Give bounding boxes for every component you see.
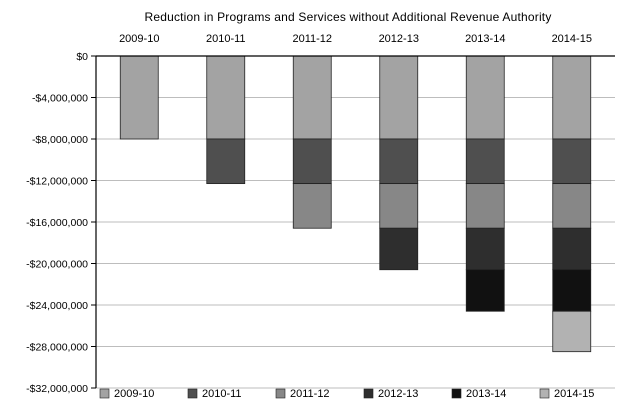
legend-swatch bbox=[363, 388, 374, 399]
category-labels: 2009-10 2010-11 2011-12 2012-13 2013-14 2014-… bbox=[119, 33, 592, 45]
bar-segment-2012-13-in-2012-13 bbox=[379, 227, 419, 271]
legend-label: 2011-12 bbox=[290, 388, 330, 400]
category-label: 2012-13 bbox=[379, 33, 419, 45]
legend-label: 2010-11 bbox=[202, 388, 242, 400]
gridlines bbox=[96, 97, 615, 389]
category-label: 2010-11 bbox=[206, 33, 246, 45]
legend-swatch bbox=[275, 388, 286, 399]
bar-segment-2010-11-in-2010-11 bbox=[206, 138, 246, 185]
category-label: 2013-14 bbox=[465, 33, 505, 45]
bar-segment-2013-14-in-2014-15 bbox=[552, 269, 592, 312]
bar-segment-2010-11-in-2012-13 bbox=[379, 138, 419, 185]
bar-segment-2011-12-in-2012-13 bbox=[379, 183, 419, 229]
y-tick-label: -$4,000,000 bbox=[32, 93, 88, 105]
bar-segment-2010-11-in-2014-15 bbox=[552, 138, 592, 185]
bar-segment-2010-11-in-2011-12 bbox=[292, 138, 332, 185]
bar-segment-2013-14-in-2013-14 bbox=[465, 269, 505, 312]
bar-segment-2011-12-in-2014-15 bbox=[552, 183, 592, 229]
bar-segment-2011-12-in-2011-12 bbox=[292, 183, 332, 229]
legend-label: 2013-14 bbox=[466, 388, 506, 400]
y-tick-label: -$8,000,000 bbox=[32, 134, 88, 146]
bar-segment-2009-10-in-2012-13 bbox=[379, 55, 419, 140]
category-label: 2014-15 bbox=[552, 33, 592, 45]
y-tick-label: -$28,000,000 bbox=[26, 342, 88, 354]
chart-title: Reduction in Programs and Services witho… bbox=[144, 10, 551, 24]
bar-segment-2009-10-in-2013-14 bbox=[465, 55, 505, 140]
bar-segment-2012-13-in-2014-15 bbox=[552, 227, 592, 271]
legend-swatch bbox=[539, 388, 550, 399]
axes bbox=[91, 55, 615, 389]
y-tick-labels: $0 -$4,000,000 -$8,000,000 -$12,000,000 -$16… bbox=[26, 51, 88, 395]
legend-swatch bbox=[451, 388, 462, 399]
category-label: 2011-12 bbox=[292, 33, 332, 45]
y-tick-label: -$16,000,000 bbox=[26, 217, 88, 229]
legend: 2009-10 2010-11 2011-12 2012-13 2013-14 2014-… bbox=[99, 388, 594, 400]
category-label: 2009-10 bbox=[119, 33, 159, 45]
bars bbox=[119, 55, 592, 353]
legend-label: 2012-13 bbox=[378, 388, 418, 400]
y-tick-label: -$12,000,000 bbox=[26, 176, 88, 188]
bar-segment-2009-10-in-2010-11 bbox=[206, 55, 246, 140]
bar-segment-2011-12-in-2013-14 bbox=[465, 183, 505, 229]
legend-swatch bbox=[187, 388, 198, 399]
legend-swatch bbox=[99, 388, 110, 399]
bar-segment-2010-11-in-2013-14 bbox=[465, 138, 505, 185]
legend-label: 2014-15 bbox=[554, 388, 594, 400]
bar-segment-2009-10-in-2014-15 bbox=[552, 55, 592, 140]
legend-label: 2009-10 bbox=[114, 388, 154, 400]
bar-segment-2009-10-in-2011-12 bbox=[292, 55, 332, 140]
y-tick-label: -$20,000,000 bbox=[26, 259, 88, 271]
y-tick-label: -$32,000,000 bbox=[26, 383, 88, 395]
y-tick-label: -$24,000,000 bbox=[26, 300, 88, 312]
y-tick-label: $0 bbox=[76, 51, 88, 63]
bar-segment-2009-10-in-2009-10 bbox=[119, 55, 159, 140]
bar-segment-2012-13-in-2013-14 bbox=[465, 227, 505, 271]
bar-segment-2014-15-in-2014-15 bbox=[552, 310, 592, 353]
